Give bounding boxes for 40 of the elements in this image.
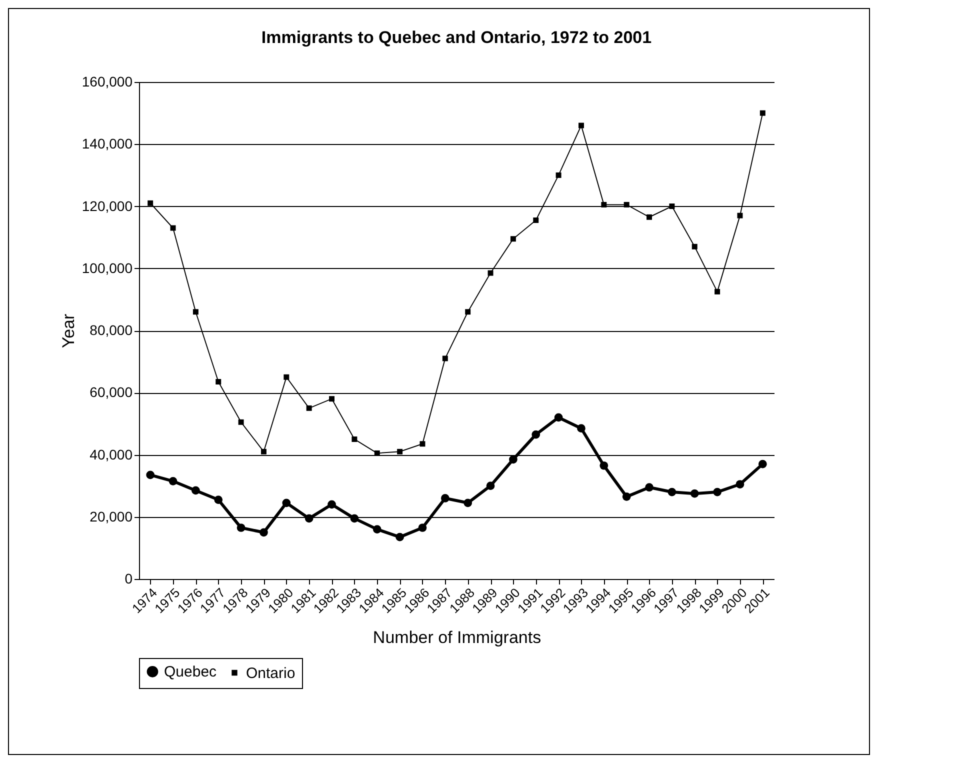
point xyxy=(284,374,290,380)
point xyxy=(601,202,607,208)
y-tick-label: 60,000 xyxy=(90,384,133,400)
point xyxy=(578,122,584,128)
chart-title: Immigrants to Quebec and Ontario, 1972 to 2001 xyxy=(261,28,652,47)
legend-label: Quebec xyxy=(164,664,218,681)
point xyxy=(669,204,675,209)
y-axis-title: Year xyxy=(58,313,78,348)
y-tick-label: 40,000 xyxy=(90,446,133,462)
point xyxy=(216,379,222,384)
y-tick-label: 100,000 xyxy=(82,260,133,276)
point xyxy=(442,356,448,362)
point xyxy=(714,288,720,294)
point xyxy=(760,110,766,116)
point xyxy=(465,309,471,315)
x-axis-title: Number of Immigrants xyxy=(372,628,542,648)
point xyxy=(510,236,516,242)
y-tick-label: 120,000 xyxy=(82,198,133,214)
point xyxy=(737,212,743,218)
y-tick-label: 160,000 xyxy=(82,74,133,90)
point xyxy=(192,309,198,315)
point xyxy=(646,214,652,220)
legend-label: Ontario xyxy=(246,664,296,682)
y-tick-label: 20,000 xyxy=(90,508,133,524)
point xyxy=(238,419,244,425)
point xyxy=(556,172,562,178)
point xyxy=(329,396,335,402)
point xyxy=(692,244,698,250)
point xyxy=(397,448,403,454)
point xyxy=(352,436,358,442)
y-tick-label: 0 xyxy=(124,570,133,586)
point xyxy=(533,217,539,223)
point xyxy=(488,270,494,276)
point xyxy=(306,405,312,411)
point xyxy=(148,200,154,206)
point xyxy=(624,202,630,208)
point xyxy=(260,448,266,454)
y-tick-label: 80,000 xyxy=(90,322,133,338)
point xyxy=(420,441,426,447)
y-tick-label: 140,000 xyxy=(82,136,133,152)
